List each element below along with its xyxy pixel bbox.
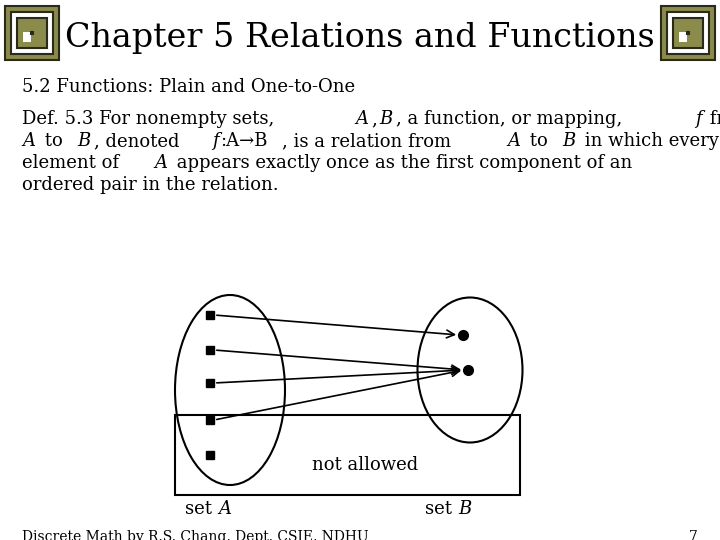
Bar <box>175 415 520 495</box>
Text: B: B <box>77 132 90 150</box>
Text: A: A <box>218 500 231 518</box>
Text: A: A <box>155 154 168 172</box>
Text: , denoted: , denoted <box>94 132 185 150</box>
Text: element of: element of <box>22 154 125 172</box>
Bar <box>680 24 697 32</box>
Bar <box>667 12 708 53</box>
Text: 7: 7 <box>689 530 698 540</box>
Text: Discrete Math by R.S. Chang, Dept. CSIE, NDHU: Discrete Math by R.S. Chang, Dept. CSIE,… <box>22 530 369 540</box>
Text: , is a relation from: , is a relation from <box>282 132 456 150</box>
Bar <box>661 6 715 60</box>
Text: to: to <box>39 132 68 150</box>
Text: not allowed: not allowed <box>312 456 418 474</box>
Bar <box>23 24 40 32</box>
Text: B: B <box>562 132 575 150</box>
Bar <box>31 32 33 34</box>
Text: 5.2 Functions: Plain and One-to-One: 5.2 Functions: Plain and One-to-One <box>22 78 355 96</box>
Text: from: from <box>704 110 720 128</box>
Text: Chapter 5 Relations and Functions: Chapter 5 Relations and Functions <box>65 22 655 54</box>
Text: set: set <box>185 500 218 518</box>
Text: ,: , <box>372 110 377 128</box>
Bar <box>12 12 53 53</box>
Text: :A→B: :A→B <box>220 132 268 150</box>
Bar <box>673 18 703 48</box>
Text: in which every: in which every <box>579 132 719 150</box>
Text: , a function, or mapping,: , a function, or mapping, <box>396 110 628 128</box>
Text: to: to <box>524 132 554 150</box>
Text: B: B <box>379 110 392 128</box>
Text: B: B <box>458 500 472 518</box>
Text: Def. 5.3 For nonempty sets,: Def. 5.3 For nonempty sets, <box>22 110 280 128</box>
Bar <box>687 32 689 34</box>
Text: set: set <box>426 500 458 518</box>
Text: f: f <box>696 110 702 128</box>
Text: A: A <box>355 110 368 128</box>
Bar <box>5 6 59 60</box>
Bar <box>31 24 40 42</box>
Text: f: f <box>212 132 218 150</box>
Text: appears exactly once as the first component of an: appears exactly once as the first compon… <box>171 154 633 172</box>
Bar <box>23 24 40 42</box>
Text: A: A <box>507 132 520 150</box>
Text: A: A <box>22 132 35 150</box>
Bar <box>17 18 47 48</box>
Text: ordered pair in the relation.: ordered pair in the relation. <box>22 176 279 194</box>
Bar <box>680 24 697 42</box>
Bar <box>687 24 697 42</box>
